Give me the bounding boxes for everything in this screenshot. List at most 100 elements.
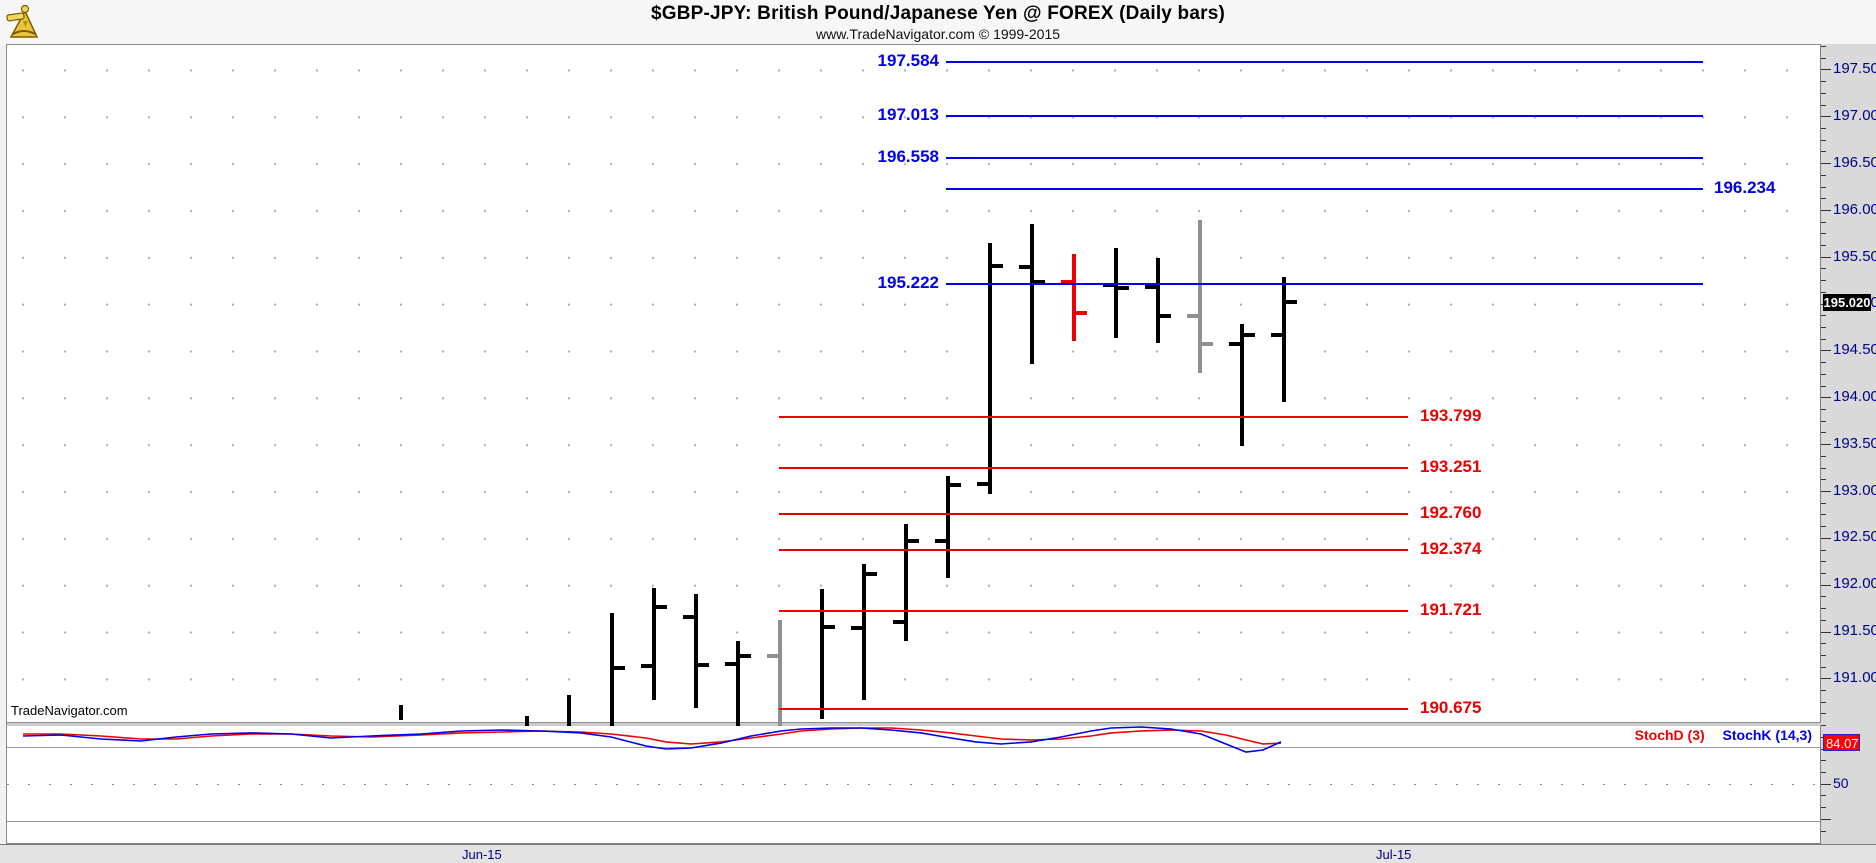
ohlc-open-tick <box>767 654 778 659</box>
resistance-line-label: 195.222 <box>877 272 939 292</box>
axis-tick <box>1821 93 1826 94</box>
axis-tick <box>1821 526 1826 527</box>
x-axis-label: Jun-15 <box>462 847 502 862</box>
axis-tick <box>1821 81 1826 82</box>
stoch-level-line <box>7 821 1821 822</box>
stoch-level-line <box>7 747 1821 748</box>
axis-tick <box>1821 585 1831 586</box>
axis-tick <box>1821 690 1826 691</box>
ohlc-bar <box>1156 257 1160 343</box>
support-line-label: 193.799 <box>1420 405 1482 425</box>
price-axis-label: 197.500 <box>1833 60 1876 78</box>
support-line <box>779 610 1408 613</box>
axis-tick <box>1821 468 1826 469</box>
ohlc-close-tick <box>1118 286 1129 291</box>
price-axis-label: 193.000 <box>1833 481 1876 499</box>
price-axis-panel[interactable]: 195.020 84.07 50 197.500 197.000 196.500 19… <box>1820 44 1876 844</box>
axis-tick <box>1821 795 1826 796</box>
ohlc-open-tick <box>851 626 862 631</box>
stochastic-50-level-label: 50 <box>1833 775 1849 791</box>
ohlc-close-tick <box>1160 313 1171 318</box>
price-axis-label: 195.500 <box>1833 247 1876 265</box>
ohlc-bar <box>988 242 992 495</box>
axis-tick <box>1821 116 1831 117</box>
resistance-line <box>946 282 1703 285</box>
ohlc-close-tick <box>1202 341 1213 346</box>
stochastic-legend: StochD (3) StochK (14,3) <box>1621 727 1812 743</box>
axis-tick <box>1821 538 1831 539</box>
ohlc-close-tick <box>1034 279 1045 284</box>
axis-tick <box>1821 561 1826 562</box>
axis-tick <box>1821 421 1826 422</box>
ohlc-bar <box>610 613 614 726</box>
resistance-line <box>946 187 1703 190</box>
axis-tick <box>1821 444 1831 445</box>
ohlc-close-tick <box>614 665 625 670</box>
date-axis[interactable]: Jun-15 Jul-15 <box>0 844 1876 863</box>
sextant-logo-icon <box>6 4 39 38</box>
ohlc-close-tick <box>1286 299 1297 304</box>
price-chart-pane[interactable]: TradeNavigator.com 197.584 197.013 196.558… <box>6 44 1821 726</box>
stochastic-curves <box>22 726 1282 753</box>
ohlc-open-tick <box>1061 279 1072 284</box>
axis-tick <box>1821 725 1826 726</box>
ohlc-open-tick <box>1271 333 1282 338</box>
axis-tick <box>1821 608 1826 609</box>
chart-title: $GBP-JPY: British Pound/Japanese Yen @ F… <box>650 3 1226 24</box>
ohlc-bar <box>946 475 950 578</box>
axis-tick <box>1821 46 1826 47</box>
axis-tick <box>1821 550 1826 551</box>
stochk-curve <box>22 726 1282 753</box>
ohlc-close-tick <box>1076 310 1087 315</box>
axis-tick <box>1821 713 1826 714</box>
ohlc-close-tick <box>992 263 1003 268</box>
axis-tick <box>1821 69 1831 70</box>
axis-tick <box>1821 386 1826 387</box>
price-axis-label: 196.000 <box>1833 200 1876 218</box>
axis-tick <box>1821 187 1826 188</box>
axis-tick <box>1821 151 1826 152</box>
stochastic-pane[interactable] <box>6 725 1821 844</box>
axis-tick <box>1821 596 1826 597</box>
ohlc-bar <box>1282 277 1286 402</box>
ohlc-bar <box>736 641 740 726</box>
price-axis-label: 191.000 <box>1833 668 1876 686</box>
ohlc-bar <box>904 524 908 641</box>
price-axis-label: 194.500 <box>1833 341 1876 359</box>
axis-tick <box>1821 760 1826 761</box>
axis-tick <box>1821 128 1826 129</box>
axis-tick <box>1821 257 1831 258</box>
ohlc-bar <box>1114 248 1118 339</box>
support-line <box>779 708 1408 711</box>
axis-tick <box>1821 573 1826 574</box>
axis-tick <box>1821 409 1826 410</box>
axis-tick <box>1821 514 1826 515</box>
axis-tick <box>1821 374 1826 375</box>
axis-tick <box>1821 58 1826 59</box>
ohlc-bar <box>694 593 698 708</box>
axis-tick <box>1821 432 1826 433</box>
resistance-line <box>946 114 1703 117</box>
ohlc-bar <box>525 716 529 726</box>
resistance-line-label: 197.584 <box>877 51 939 71</box>
axis-tick <box>1821 339 1826 340</box>
price-axis-label: 191.500 <box>1833 622 1876 640</box>
axis-tick <box>1821 175 1826 176</box>
ohlc-bar <box>1030 223 1034 365</box>
ohlc-bar <box>820 589 824 720</box>
price-axis-label: 192.000 <box>1833 575 1876 593</box>
stochd-legend-label: StochD (3) <box>1634 727 1705 743</box>
pane-divider <box>7 722 1821 726</box>
ohlc-bar <box>778 619 782 726</box>
chart-subtitle: www.TradeNavigator.com © 1999-2015 <box>815 26 1061 42</box>
axis-tick <box>1821 292 1826 293</box>
axis-tick <box>1821 655 1826 656</box>
axis-tick <box>1821 397 1831 398</box>
axis-tick <box>1821 350 1831 351</box>
axis-tick <box>1821 807 1826 808</box>
watermark-text: TradeNavigator.com <box>11 703 128 718</box>
axis-tick <box>1821 503 1826 504</box>
ohlc-close-tick <box>740 653 751 658</box>
axis-tick <box>1821 702 1826 703</box>
axis-tick <box>1821 163 1831 164</box>
